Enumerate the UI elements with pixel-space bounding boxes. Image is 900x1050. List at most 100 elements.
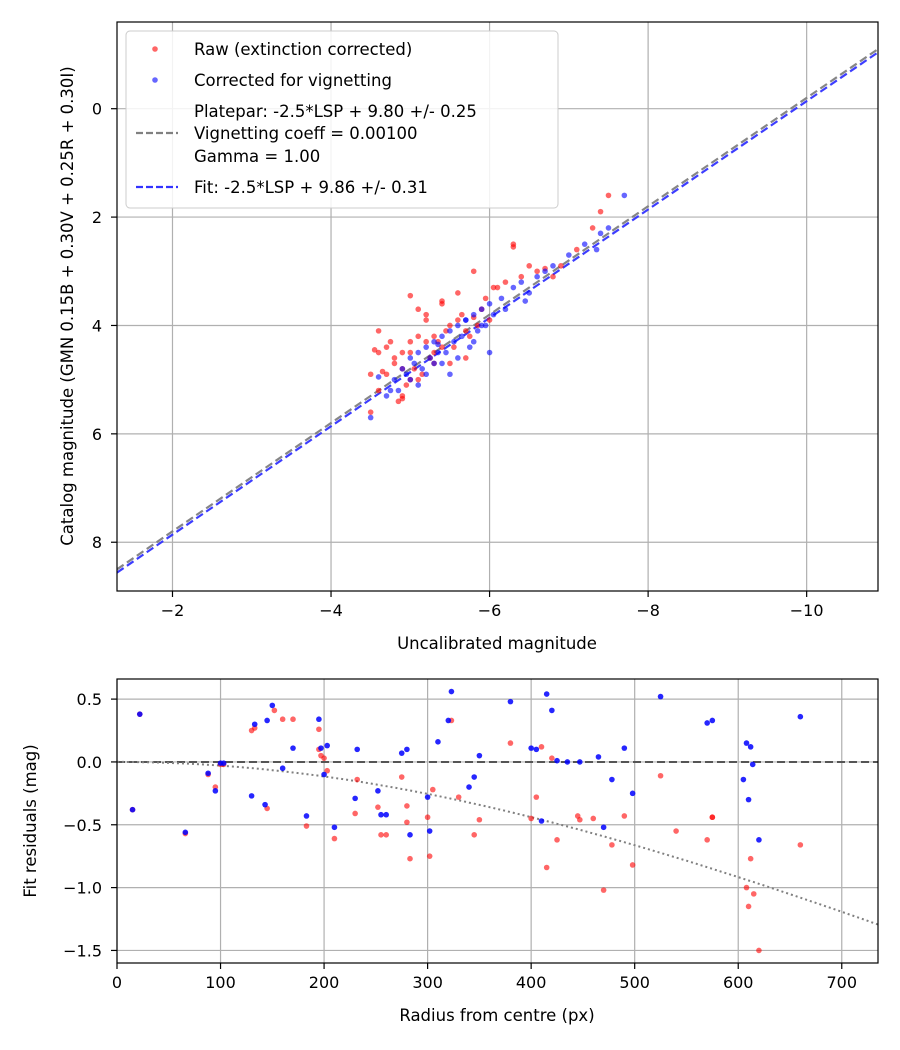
top-y-tick-label: 4: [92, 316, 102, 335]
bottom-point-raw: [657, 772, 664, 779]
top-point-raw: [367, 371, 374, 378]
legend-label-raw: Raw (extinction corrected): [194, 40, 412, 59]
bottom-x-tick-label: 300: [412, 973, 443, 992]
top-point-corrected: [510, 284, 517, 291]
top-point-corrected: [443, 349, 449, 356]
top-point-raw: [375, 328, 382, 334]
bottom-point-corrected: [321, 771, 327, 778]
bottom-point-raw: [426, 853, 433, 859]
bottom-point-corrected: [264, 717, 270, 724]
legend-marker-raw: [152, 46, 158, 52]
top-point-raw: [399, 349, 406, 356]
bottom-point-raw: [429, 786, 436, 793]
top-point-raw: [526, 263, 533, 269]
top-point-corrected: [419, 366, 425, 372]
bottom-point-corrected: [318, 745, 324, 751]
top-point-corrected: [391, 376, 398, 383]
bottom-x-axis-label: Radius from centre (px): [399, 1006, 594, 1025]
legend-label-platepar: Platepar: -2.5*LSP + 9.80 +/- 0.25: [194, 102, 477, 121]
bottom-point-corrected: [303, 813, 310, 819]
top-point-raw: [558, 263, 564, 269]
bottom-x-tick-label: 700: [826, 973, 857, 992]
top-point-corrected: [470, 311, 477, 318]
top-point-raw: [431, 349, 437, 356]
top-point-corrected: [466, 344, 473, 350]
top-point-corrected: [423, 344, 429, 350]
top-point-corrected: [411, 360, 418, 367]
bottom-point-corrected: [136, 711, 143, 717]
top-point-raw: [494, 284, 501, 291]
top-y-tick-label: 0: [92, 100, 102, 119]
top-point-corrected: [459, 333, 465, 340]
bottom-y-tick-label: −1.5: [63, 941, 102, 960]
top-fit-lines: [117, 48, 878, 574]
top-point-raw: [439, 344, 445, 350]
legend-label-fit: Fit: -2.5*LSP + 9.86 +/- 0.31: [194, 178, 428, 197]
top-point-corrected: [550, 263, 556, 269]
bottom-scatter-raw: [129, 707, 804, 954]
bottom-point-corrected: [629, 790, 636, 797]
top-y-axis-label: Catalog magnitude (GMN 0.15B + 0.30V + 0…: [58, 66, 77, 545]
bottom-point-corrected: [262, 801, 268, 808]
bottom-y-tick-label: 0.5: [77, 690, 102, 709]
top-point-raw: [375, 387, 382, 394]
bottom-point-raw: [590, 815, 597, 822]
top-y-ticks: 0 2 4 6 8: [92, 100, 117, 552]
top-point-corrected: [593, 246, 600, 253]
bottom-panel: 0 100 200 300 400 500 600 700 0.5 0.0 −0.5 −1.0 −1.…: [21, 678, 879, 1025]
top-panel: −2 −4 −6 −8 −10 0 2 4 6 8 Uncalibrated magnitude…: [58, 21, 879, 653]
bottom-point-raw: [600, 887, 607, 893]
bottom-point-corrected: [352, 795, 358, 802]
top-point-raw: [474, 322, 481, 329]
top-x-tick-label: −4: [319, 601, 343, 620]
bottom-point-raw: [398, 774, 405, 780]
bottom-point-raw: [324, 767, 330, 774]
top-point-raw: [447, 322, 453, 329]
bottom-point-corrected: [383, 811, 389, 818]
bottom-point-raw: [756, 947, 762, 954]
bottom-point-corrected: [182, 829, 189, 836]
bottom-x-tick-label: 400: [516, 973, 547, 992]
legend-label-gamma: Gamma = 1.00: [194, 147, 320, 166]
top-point-corrected: [522, 298, 529, 304]
top-point-corrected: [518, 279, 525, 285]
bottom-point-corrected: [533, 746, 540, 753]
legend-label-corrected: Corrected for vignetting: [194, 71, 392, 90]
top-point-corrected: [407, 376, 414, 383]
top-point-corrected: [542, 268, 548, 275]
legend-marker-corrected: [152, 77, 158, 83]
bottom-point-raw: [554, 837, 560, 843]
bottom-point-corrected: [797, 713, 804, 720]
bottom-point-corrected: [290, 745, 296, 751]
top-point-corrected: [474, 328, 481, 334]
bottom-point-raw: [533, 794, 540, 800]
bottom-point-corrected: [747, 744, 754, 750]
top-point-raw: [597, 208, 604, 215]
top-point-raw: [403, 382, 410, 388]
bottom-point-raw: [629, 862, 636, 868]
bottom-x-ticks: 0 100 200 300 400 500 600 700: [112, 963, 857, 992]
bottom-point-corrected: [743, 740, 750, 746]
bottom-point-corrected: [324, 742, 330, 749]
bottom-point-corrected: [528, 745, 534, 751]
bottom-point-raw: [621, 813, 628, 819]
bottom-point-corrected: [435, 739, 441, 745]
top-point-corrected: [581, 241, 588, 247]
top-point-raw: [518, 273, 525, 280]
top-point-raw: [490, 284, 497, 291]
top-point-raw: [395, 398, 402, 405]
bottom-y-tick-label: 0.0: [77, 753, 102, 772]
top-point-raw: [367, 409, 374, 415]
bottom-point-corrected: [595, 754, 602, 760]
top-point-raw: [391, 355, 398, 361]
top-point-corrected: [435, 349, 441, 356]
bottom-point-raw: [609, 842, 615, 848]
bottom-point-corrected: [554, 757, 560, 764]
bottom-point-raw: [471, 832, 478, 838]
bottom-point-corrected: [354, 746, 361, 753]
bottom-point-raw: [750, 891, 757, 897]
top-point-raw: [459, 311, 465, 318]
bottom-point-raw: [528, 815, 534, 822]
top-point-corrected: [486, 349, 493, 356]
bottom-point-raw: [424, 814, 431, 821]
